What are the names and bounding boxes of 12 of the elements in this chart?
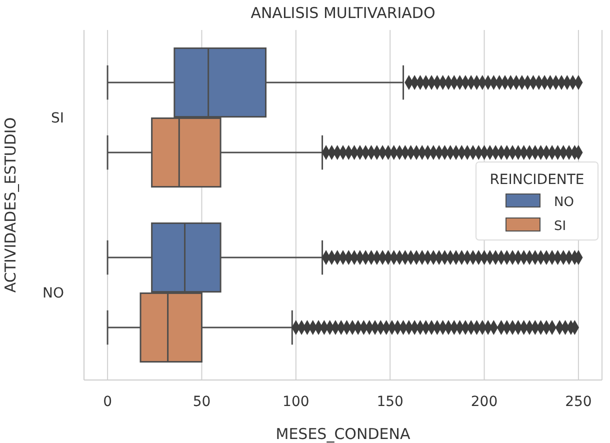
x-tick-label: 250	[565, 394, 592, 410]
x-tick-label: 0	[103, 394, 112, 410]
x-tick-label: 50	[192, 394, 211, 410]
legend-label: NO	[554, 195, 574, 210]
chart-title: ANALISIS MULTIVARIADO	[250, 4, 436, 22]
x-axis-title: MESES_CONDENA	[276, 425, 411, 443]
x-tick-label: 200	[470, 394, 498, 410]
x-tick-label: 100	[282, 394, 310, 410]
y-axis-title: ACTIVIDADES_ESTUDIO	[1, 117, 20, 293]
legend-title: REINCIDENTE	[490, 172, 584, 188]
legend-label: SI	[554, 219, 566, 234]
x-tick-label: 150	[376, 394, 404, 410]
